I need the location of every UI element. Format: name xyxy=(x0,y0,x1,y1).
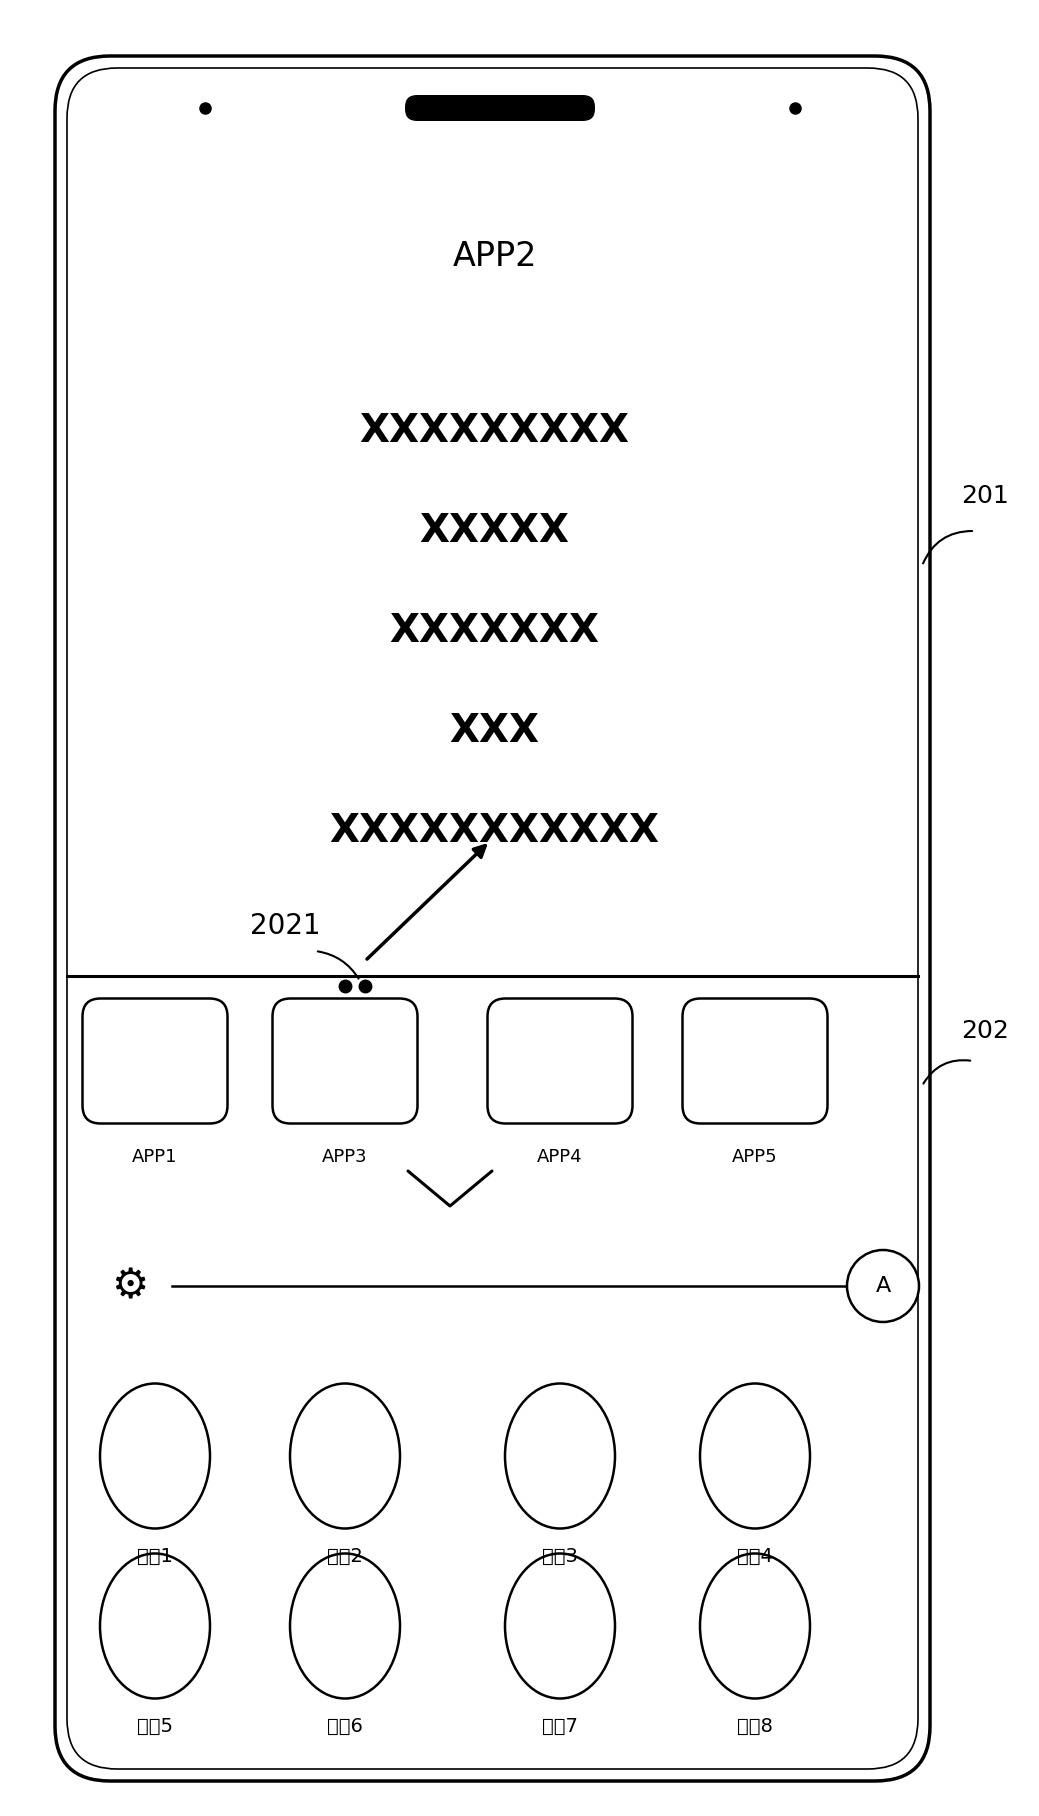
Text: A: A xyxy=(876,1277,890,1297)
Text: 功能7: 功能7 xyxy=(542,1716,578,1736)
Text: APP3: APP3 xyxy=(322,1148,368,1166)
Ellipse shape xyxy=(505,1384,615,1529)
Text: 功能2: 功能2 xyxy=(327,1547,363,1565)
Text: 功能3: 功能3 xyxy=(542,1547,578,1565)
Text: 功能1: 功能1 xyxy=(137,1547,172,1565)
Ellipse shape xyxy=(100,1384,210,1529)
FancyBboxPatch shape xyxy=(55,56,930,1781)
Text: 201: 201 xyxy=(961,485,1009,508)
Text: XXXXXXXXX: XXXXXXXXX xyxy=(359,412,630,450)
FancyBboxPatch shape xyxy=(405,94,595,122)
Text: APP1: APP1 xyxy=(132,1148,178,1166)
Text: 202: 202 xyxy=(961,1019,1009,1042)
FancyBboxPatch shape xyxy=(272,999,418,1124)
Text: ⚙: ⚙ xyxy=(111,1266,149,1308)
Circle shape xyxy=(847,1249,920,1322)
Text: 功能5: 功能5 xyxy=(137,1716,174,1736)
Text: XXXXXXXXXXX: XXXXXXXXXXX xyxy=(329,812,660,850)
FancyBboxPatch shape xyxy=(487,999,633,1124)
Ellipse shape xyxy=(290,1384,400,1529)
Ellipse shape xyxy=(505,1553,615,1698)
Ellipse shape xyxy=(290,1553,400,1698)
Text: XXXXXXX: XXXXXXX xyxy=(390,612,600,650)
Text: 功能6: 功能6 xyxy=(327,1716,363,1736)
Ellipse shape xyxy=(700,1553,810,1698)
Text: APP4: APP4 xyxy=(537,1148,583,1166)
Text: APP2: APP2 xyxy=(452,240,537,272)
Ellipse shape xyxy=(100,1553,210,1698)
Text: 2021: 2021 xyxy=(249,912,320,941)
FancyBboxPatch shape xyxy=(683,999,827,1124)
Text: 功能4: 功能4 xyxy=(737,1547,773,1565)
FancyBboxPatch shape xyxy=(82,999,228,1124)
Text: XXX: XXX xyxy=(450,712,539,750)
Ellipse shape xyxy=(700,1384,810,1529)
Text: XXXXX: XXXXX xyxy=(420,512,569,550)
Text: 功能8: 功能8 xyxy=(737,1716,773,1736)
Text: APP5: APP5 xyxy=(732,1148,778,1166)
